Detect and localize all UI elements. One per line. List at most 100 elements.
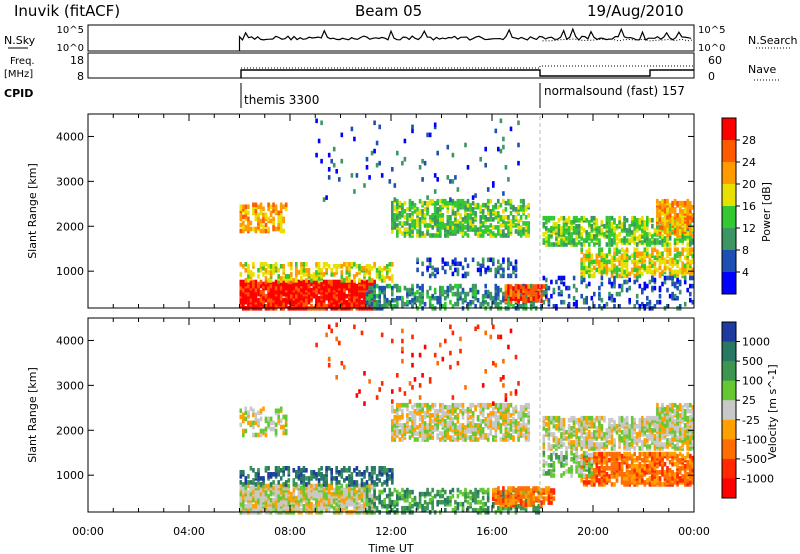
heatmap-cell	[471, 508, 475, 513]
heatmap-cell	[446, 209, 450, 214]
heatmap-cell	[545, 296, 548, 301]
heatmap-cell	[595, 218, 599, 223]
heatmap-cell	[618, 291, 621, 297]
heatmap-cell	[471, 491, 475, 497]
heatmap-cell	[545, 289, 548, 295]
heatmap-cell	[532, 296, 535, 301]
heatmap-cell	[413, 495, 417, 501]
heatmap-cell	[502, 433, 505, 438]
heatmap-cell	[454, 301, 457, 307]
heatmap-cell	[479, 423, 482, 428]
heatmap-cell	[274, 226, 278, 232]
heatmap-cell	[545, 490, 548, 495]
heatmap-cell	[449, 265, 452, 271]
freq-series	[240, 69, 694, 78]
heatmap-cell	[413, 219, 417, 224]
heatmap-cell	[239, 262, 243, 267]
heatmap-cell	[345, 270, 349, 275]
heatmap-cell	[567, 293, 571, 299]
heatmap-cell	[411, 200, 414, 206]
heatmap-cell	[484, 293, 487, 299]
heatmap-cell	[267, 483, 270, 489]
heatmap-cell	[595, 253, 599, 258]
heatmap-cell	[502, 198, 505, 204]
heatmap-cell	[570, 220, 573, 225]
heatmap-cell	[683, 301, 687, 307]
heatmap-cell	[325, 287, 328, 293]
heatmap-cell	[519, 291, 523, 297]
heatmap-cell	[406, 291, 409, 297]
heatmap-cell	[441, 198, 445, 204]
heatmap-cell	[312, 279, 316, 285]
heatmap-cell	[441, 417, 445, 422]
heatmap-cell	[360, 478, 364, 483]
heatmap-cell	[408, 493, 412, 499]
heatmap-cell	[282, 424, 285, 430]
heatmap-cell	[613, 267, 616, 273]
heatmap-cell	[269, 426, 273, 432]
heatmap-cell	[651, 218, 654, 223]
heatmap-cell	[391, 427, 394, 432]
heatmap-cell	[451, 411, 455, 416]
heatmap-cell	[618, 249, 621, 254]
heatmap-cell	[406, 217, 409, 222]
heatmap-cell	[335, 295, 338, 301]
heatmap-cell	[416, 207, 419, 212]
heatmap-cell	[499, 299, 503, 305]
heatmap-cell	[282, 276, 285, 281]
heatmap-cell	[492, 181, 495, 186]
heatmap-cell	[418, 495, 422, 501]
heatmap-cell	[618, 220, 621, 225]
heatmap-cell	[418, 503, 422, 509]
heatmap-cell	[365, 291, 369, 297]
heatmap-cell	[668, 247, 672, 252]
heatmap-cell	[479, 219, 482, 224]
heatmap-cell	[666, 215, 669, 220]
heatmap-cell	[593, 291, 596, 297]
heatmap-cell	[481, 229, 485, 234]
heatmap-cell	[272, 289, 275, 295]
heatmap-cell	[681, 200, 684, 206]
heatmap-cell	[408, 217, 412, 222]
heatmap-cell	[464, 425, 467, 430]
heatmap-cell	[327, 279, 331, 285]
heatmap-cell	[348, 474, 351, 479]
heatmap-cell	[459, 261, 462, 267]
heatmap-cell	[297, 270, 301, 275]
heatmap-cell	[476, 402, 480, 408]
heatmap-cell	[524, 502, 528, 507]
heatmap-cell	[494, 417, 498, 422]
heatmap-cell	[464, 219, 467, 224]
heatmap-cell	[666, 242, 669, 247]
heatmap-cell	[651, 285, 654, 291]
heatmap-cell	[295, 505, 298, 511]
heatmap-cell	[663, 265, 667, 271]
heatmap-cell	[507, 505, 510, 511]
heatmap-cell	[519, 503, 523, 509]
heatmap-cell	[519, 490, 523, 495]
heatmap-cell	[247, 274, 250, 279]
heatmap-cell	[398, 423, 402, 428]
heatmap-cell	[239, 204, 243, 210]
heatmap-cell	[512, 215, 515, 220]
heatmap-cell	[588, 281, 591, 287]
heatmap-cell	[608, 224, 611, 229]
heatmap-cell	[411, 297, 414, 303]
heatmap-cell	[411, 489, 414, 495]
heatmap-cell	[582, 228, 586, 233]
heatmap-cell	[630, 259, 634, 265]
heatmap-cell	[330, 480, 333, 485]
heatmap-cell	[244, 503, 248, 509]
heatmap-cell	[411, 283, 414, 289]
heatmap-cell	[421, 402, 424, 408]
heatmap-cell	[603, 269, 606, 275]
heatmap-cell	[651, 247, 654, 252]
heatmap-cell	[514, 292, 518, 297]
heatmap-cell	[380, 482, 384, 487]
heatmap-cell	[262, 428, 265, 434]
nsearch-tick-top: 10^5	[698, 25, 725, 36]
heatmap-cell	[345, 491, 349, 497]
heatmap-cell	[502, 413, 505, 418]
heatmap-cell	[661, 255, 664, 261]
